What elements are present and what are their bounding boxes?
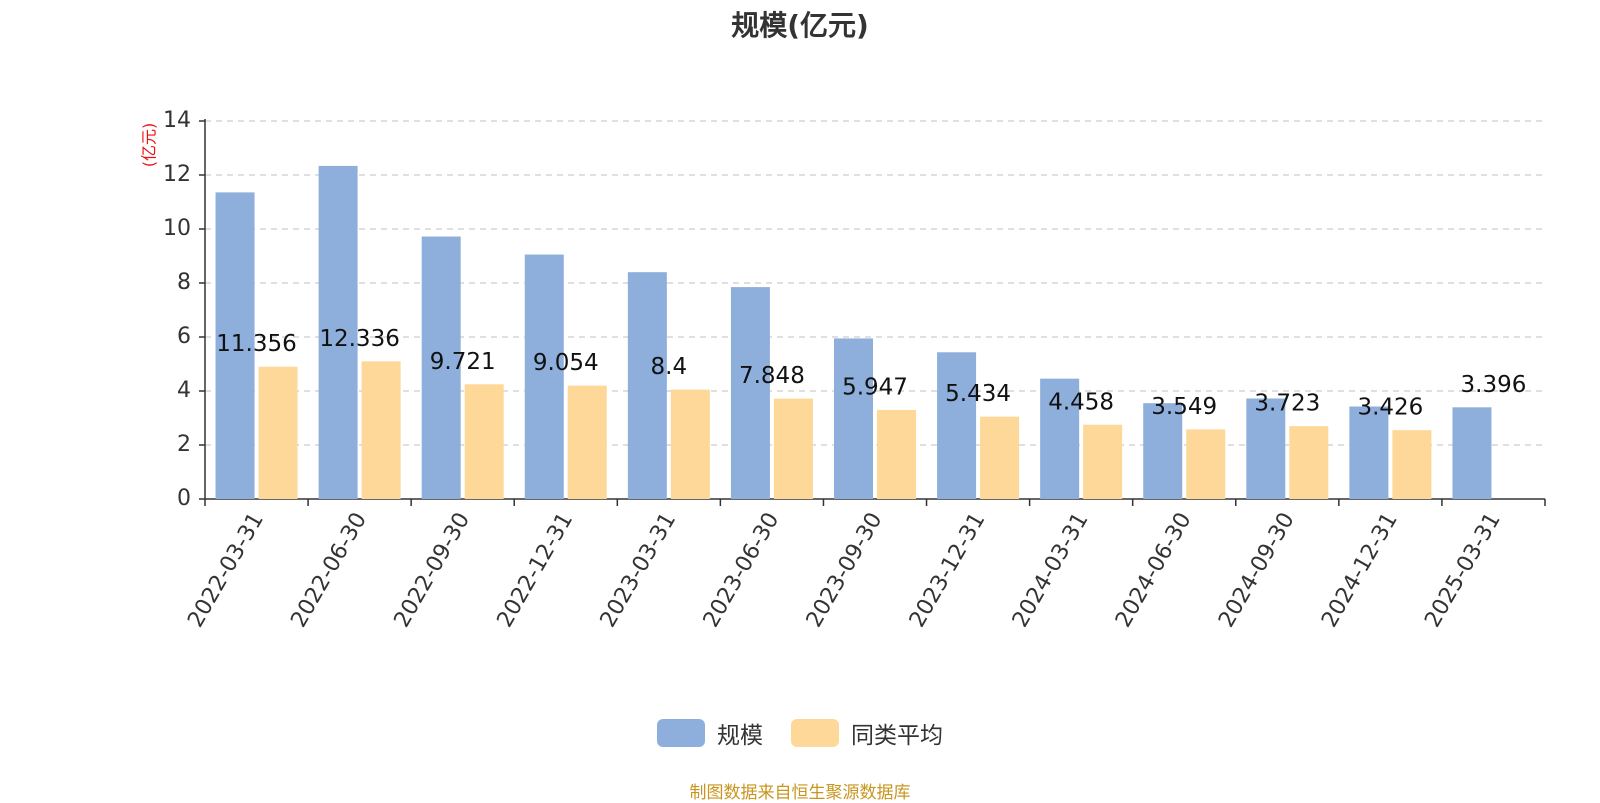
data-label-scale: 3.426 bbox=[1357, 395, 1423, 421]
bar-scale bbox=[1246, 398, 1286, 499]
bar-peer-average bbox=[1186, 429, 1226, 499]
bar-scale bbox=[627, 272, 667, 499]
legend-label-scale: 规模 bbox=[717, 723, 763, 749]
bar-scale bbox=[1452, 407, 1492, 499]
x-tick-label: 2022-06-30 bbox=[286, 509, 372, 632]
bar-scale bbox=[215, 192, 255, 499]
bar-peer-average bbox=[1392, 430, 1432, 499]
data-label-scale: 11.356 bbox=[216, 331, 296, 357]
bar-scale bbox=[937, 352, 977, 499]
bar-peer-average bbox=[1083, 424, 1123, 499]
legend-swatch-peer-average bbox=[791, 719, 839, 747]
y-tick-label: 6 bbox=[177, 324, 191, 349]
bar-scale bbox=[730, 287, 770, 499]
y-axis-title: (亿元) bbox=[140, 123, 159, 168]
y-tick-label: 14 bbox=[163, 108, 191, 133]
x-tick-label: 2023-09-30 bbox=[802, 509, 888, 632]
data-label-scale: 5.947 bbox=[842, 374, 908, 400]
x-tick-label: 2024-09-30 bbox=[1214, 509, 1300, 632]
bar-scale bbox=[318, 165, 358, 500]
x-tick-label: 2023-06-30 bbox=[699, 509, 785, 632]
bar-scale bbox=[1040, 378, 1080, 499]
legend-item-peer-average[interactable]: 同类平均 bbox=[791, 716, 943, 750]
data-labels: 11.356 12.336 9.721 9.054 8.4 7.848 5.947 5.434… bbox=[216, 326, 1526, 421]
bar-peer-average bbox=[1289, 426, 1329, 499]
data-label-scale: 12.336 bbox=[319, 326, 399, 352]
legend-swatch-scale bbox=[657, 719, 705, 747]
x-tick-label: 2022-12-31 bbox=[493, 509, 579, 632]
bar-peer-average bbox=[567, 385, 607, 499]
bar-peer-average bbox=[877, 409, 916, 499]
bar-peer-average bbox=[670, 389, 710, 499]
legend: 规模 同类平均 bbox=[0, 716, 1600, 750]
data-label-scale: 4.458 bbox=[1048, 389, 1114, 415]
x-tick-label: 2022-03-31 bbox=[183, 509, 269, 632]
y-tick-label: 4 bbox=[177, 378, 191, 403]
data-label-scale: 7.848 bbox=[739, 363, 805, 389]
data-label-scale: 9.721 bbox=[430, 349, 496, 375]
x-tick-label: 2024-12-31 bbox=[1317, 509, 1403, 632]
x-tick-label: 2023-03-31 bbox=[596, 509, 682, 632]
bar-scale bbox=[1143, 403, 1183, 499]
bar-scale bbox=[421, 236, 461, 499]
y-tick-label: 12 bbox=[163, 162, 191, 187]
y-tick-label: 0 bbox=[177, 486, 191, 511]
x-tick-label: 2022-09-30 bbox=[390, 509, 476, 632]
data-label-scale: 3.723 bbox=[1254, 391, 1320, 417]
bar-peer-average bbox=[361, 361, 401, 499]
data-label-scale: 5.434 bbox=[945, 381, 1011, 407]
x-tick-label: 2025-03-31 bbox=[1420, 509, 1506, 632]
bar-scale bbox=[524, 254, 564, 499]
x-tick-label: 2024-06-30 bbox=[1111, 509, 1197, 632]
bar-peer-average bbox=[258, 366, 298, 499]
y-tick-label: 2 bbox=[177, 432, 191, 457]
chart-title: 规模(亿元) bbox=[731, 9, 869, 42]
bar-peer-average bbox=[464, 384, 504, 499]
data-label-scale: 9.054 bbox=[533, 350, 599, 376]
data-label-scale: 8.4 bbox=[651, 354, 688, 380]
y-tick-label: 10 bbox=[163, 216, 191, 241]
source-note: 制图数据来自恒生聚源数据库 bbox=[689, 783, 911, 803]
bar-scale bbox=[834, 338, 873, 499]
data-label-scale: 3.549 bbox=[1151, 394, 1217, 420]
bar-peer-average bbox=[773, 398, 813, 499]
bar-scale bbox=[1349, 406, 1389, 499]
x-tick-label: 2023-12-31 bbox=[905, 509, 991, 632]
y-tick-label: 8 bbox=[177, 270, 191, 295]
data-label-scale: 3.396 bbox=[1461, 372, 1527, 398]
legend-label-peer-average: 同类平均 bbox=[851, 723, 943, 749]
bars bbox=[215, 165, 1492, 500]
x-tick-label: 2024-03-31 bbox=[1008, 509, 1094, 632]
bar-peer-average bbox=[980, 416, 1020, 499]
legend-item-scale[interactable]: 规模 bbox=[657, 716, 763, 750]
